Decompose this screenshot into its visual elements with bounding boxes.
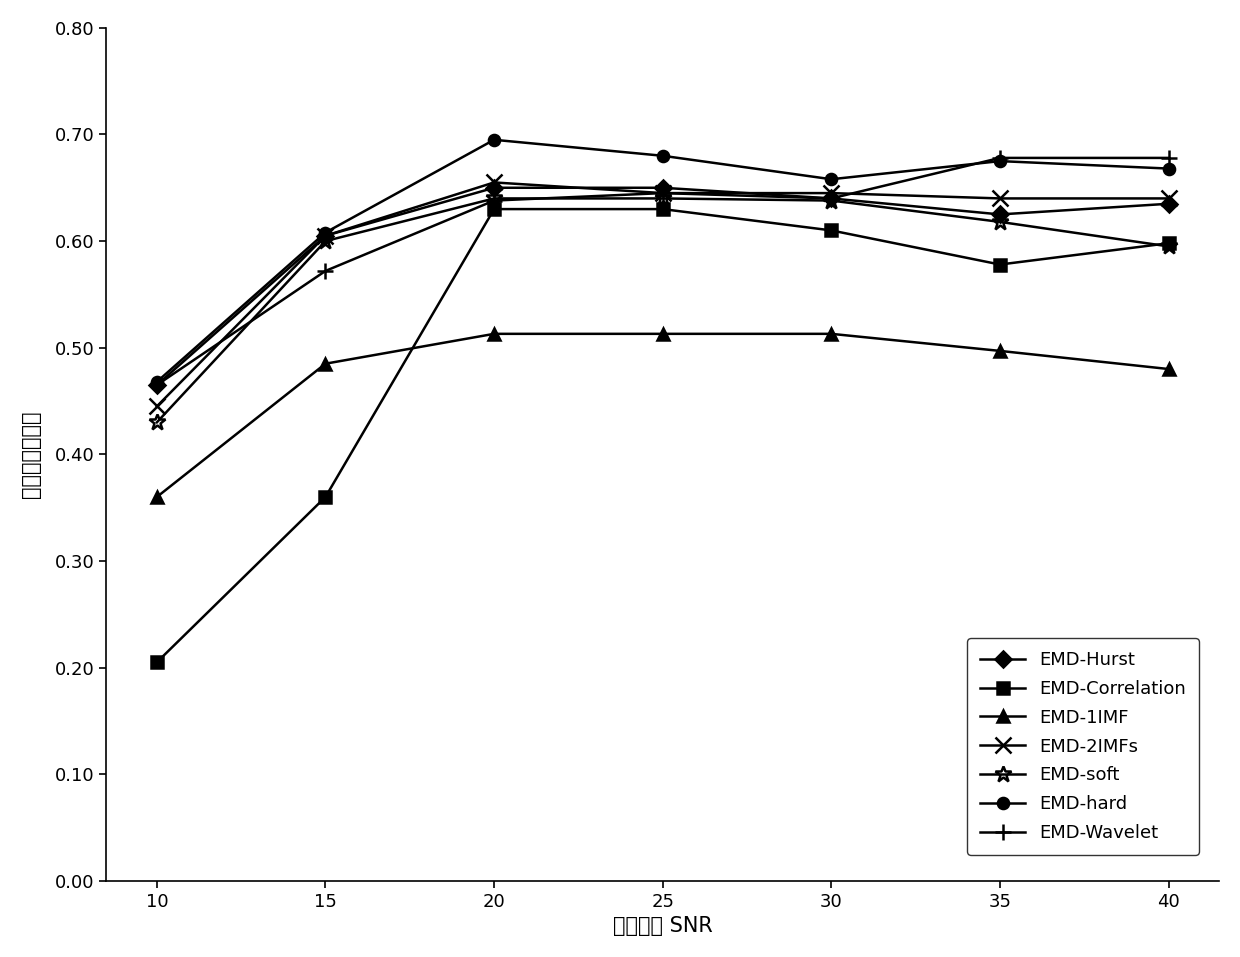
- EMD-hard: [655, 150, 670, 162]
- Line: EMD-Wavelet: EMD-Wavelet: [149, 149, 1177, 393]
- EMD-Wavelet: [1161, 152, 1176, 164]
- EMD-Wavelet: [486, 195, 501, 207]
- EMD-hard: [317, 227, 332, 238]
- EMD-Correlation: [486, 203, 501, 214]
- EMD-hard: [486, 134, 501, 145]
- Line: EMD-soft: EMD-soft: [149, 190, 1177, 431]
- EMD-Hurst: [486, 182, 501, 193]
- EMD-Hurst: [655, 182, 670, 193]
- EMD-soft: [1161, 240, 1176, 252]
- EMD-soft: [486, 192, 501, 204]
- EMD-1IMF: [150, 491, 165, 502]
- EMD-Correlation: [150, 657, 165, 668]
- EMD-1IMF: [992, 345, 1007, 357]
- EMD-soft: [992, 216, 1007, 228]
- EMD-hard: [150, 376, 165, 388]
- EMD-2IMFs: [1161, 192, 1176, 204]
- EMD-Wavelet: [823, 192, 838, 204]
- EMD-soft: [150, 416, 165, 428]
- Legend: EMD-Hurst, EMD-Correlation, EMD-1IMF, EMD-2IMFs, EMD-soft, EMD-hard, EMD-Wavelet: EMD-Hurst, EMD-Correlation, EMD-1IMF, EM…: [967, 638, 1199, 855]
- X-axis label: 模拟波形 SNR: 模拟波形 SNR: [613, 916, 713, 936]
- EMD-Wavelet: [317, 265, 332, 277]
- EMD-Correlation: [992, 258, 1007, 270]
- Line: EMD-1IMF: EMD-1IMF: [150, 327, 1174, 503]
- EMD-Correlation: [655, 203, 670, 214]
- EMD-hard: [823, 173, 838, 185]
- EMD-1IMF: [317, 358, 332, 369]
- EMD-soft: [655, 192, 670, 204]
- EMD-2IMFs: [655, 188, 670, 199]
- EMD-2IMFs: [992, 192, 1007, 204]
- EMD-2IMFs: [317, 230, 332, 241]
- EMD-Hurst: [150, 379, 165, 390]
- EMD-1IMF: [823, 328, 838, 340]
- EMD-Hurst: [992, 209, 1007, 220]
- EMD-Correlation: [317, 491, 332, 502]
- EMD-Hurst: [1161, 198, 1176, 210]
- EMD-Wavelet: [655, 188, 670, 199]
- EMD-Correlation: [1161, 237, 1176, 249]
- EMD-soft: [823, 195, 838, 207]
- Line: EMD-Correlation: EMD-Correlation: [151, 204, 1174, 668]
- EMD-hard: [992, 155, 1007, 167]
- EMD-1IMF: [1161, 364, 1176, 375]
- EMD-hard: [1161, 163, 1176, 174]
- EMD-1IMF: [655, 328, 670, 340]
- Line: EMD-hard: EMD-hard: [151, 134, 1174, 388]
- Line: EMD-2IMFs: EMD-2IMFs: [149, 175, 1177, 414]
- EMD-Wavelet: [992, 152, 1007, 164]
- EMD-2IMFs: [150, 401, 165, 412]
- EMD-Hurst: [317, 230, 332, 241]
- Y-axis label: 波形分解一致率: 波形分解一致率: [21, 411, 41, 498]
- EMD-2IMFs: [823, 188, 838, 199]
- EMD-Correlation: [823, 225, 838, 236]
- EMD-1IMF: [486, 328, 501, 340]
- EMD-soft: [317, 235, 332, 247]
- EMD-Wavelet: [150, 379, 165, 390]
- Line: EMD-Hurst: EMD-Hurst: [151, 182, 1174, 390]
- EMD-2IMFs: [486, 177, 501, 189]
- EMD-Hurst: [823, 192, 838, 204]
